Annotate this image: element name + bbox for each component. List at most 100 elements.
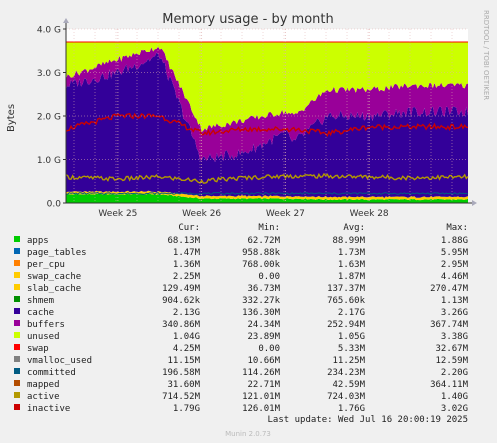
legend-max-value: 3.26G (441, 308, 468, 318)
legend-avg-value: 252.94M (327, 320, 366, 330)
line-inactive (65, 112, 469, 137)
legend-min-value: 958.88k (242, 248, 281, 258)
legend-max-value: 1.88G (441, 236, 468, 246)
legend-cur-value: 196.58M (162, 368, 201, 378)
last-update: Last update: Wed Jul 16 20:00:19 2025 (268, 415, 468, 425)
legend-cur-value: 1.79G (173, 404, 200, 414)
line-active (65, 172, 469, 184)
legend-max-value: 1.13M (441, 296, 469, 306)
y-tick-label: 1.0 G (37, 156, 61, 166)
legend-avg-value: 1.05G (338, 332, 365, 342)
legend-avg-value: 1.73M (338, 248, 366, 258)
legend-cur-value: 714.52M (162, 392, 201, 402)
legend-swatch-page-tables (14, 248, 20, 254)
legend-swatch-active (14, 392, 20, 398)
legend-name-unused: unused (27, 332, 60, 342)
legend-col-header: Avg: (343, 223, 365, 233)
legend-name-mapped: mapped (27, 380, 60, 390)
legend-name-slab-cache: slab_cache (27, 284, 81, 294)
line-committed (66, 191, 469, 195)
legend-cur-value: 31.60M (167, 380, 200, 390)
legend: Cur: Min: Avg: Max: apps 68.13M 62.72M 88.99M 1.… (14, 223, 469, 414)
legend-min-value: 22.71M (247, 380, 280, 390)
legend-name-shmem: shmem (27, 296, 54, 306)
legend-swatch-shmem (14, 296, 20, 302)
legend-cur-value: 11.15M (167, 356, 200, 366)
legend-name-active: active (27, 392, 60, 402)
legend-min-value: 0.00 (258, 272, 280, 282)
legend-max-value: 3.02G (441, 404, 468, 414)
y-tick-label: 3.0 G (37, 69, 61, 79)
side-label: RRDTOOL / TOBI OETIKER (482, 10, 490, 100)
munin-version: Munin 2.0.73 (225, 430, 271, 438)
legend-swatch-swap (14, 344, 20, 350)
y-axis-arrow-icon (63, 18, 69, 23)
legend-min-value: 0.00 (258, 344, 280, 354)
legend-avg-value: 1.87M (338, 272, 366, 282)
area-buffers (66, 46, 468, 163)
y-tick-label: 4.0 G (37, 26, 61, 36)
legend-name-inactive: inactive (27, 404, 70, 414)
legend-col-header: Min: (258, 223, 280, 233)
legend-cur-value: 2.13G (173, 308, 200, 318)
legend-swatch-unused (14, 332, 20, 338)
legend-name-apps: apps (27, 236, 49, 246)
legend-avg-value: 5.33M (338, 344, 366, 354)
legend-avg-value: 137.37M (327, 284, 366, 294)
y-axis-label: Bytes (6, 104, 17, 132)
legend-max-value: 270.47M (430, 284, 469, 294)
legend-min-value: 24.34M (247, 320, 280, 330)
y-tick-label: 0.0 (47, 200, 62, 210)
legend-name-swap-cache: swap_cache (27, 272, 81, 282)
x-axis-arrow-icon (472, 200, 477, 206)
area-cache (66, 52, 468, 198)
legend-name-per-cpu: per_cpu (27, 260, 65, 270)
legend-min-value: 114.26M (242, 368, 281, 378)
x-tick-label: Week 25 (98, 209, 137, 219)
legend-name-vmalloc-used: vmalloc_used (27, 356, 92, 366)
legend-min-value: 62.72M (247, 236, 280, 246)
legend-avg-value: 88.99M (332, 236, 365, 246)
legend-avg-value: 11.25M (332, 356, 365, 366)
legend-swatch-buffers (14, 320, 20, 326)
legend-max-value: 2.95M (441, 260, 469, 270)
legend-cur-value: 340.86M (162, 320, 201, 330)
grid (66, 28, 468, 204)
legend-cur-value: 1.36M (173, 260, 201, 270)
legend-swatch-apps (14, 236, 20, 242)
legend-cur-value: 1.47M (173, 248, 201, 258)
legend-max-value: 32.67M (435, 344, 468, 354)
x-tick-label: Week 26 (182, 209, 221, 219)
legend-col-header: Max: (446, 223, 468, 233)
legend-max-value: 367.74M (430, 320, 469, 330)
legend-name-swap: swap (27, 344, 49, 354)
legend-avg-value: 234.23M (327, 368, 366, 378)
x-tick-label: Week 28 (350, 209, 389, 219)
legend-min-value: 10.66M (247, 356, 280, 366)
legend-name-cache: cache (27, 308, 54, 318)
legend-swatch-vmalloc-used (14, 356, 20, 362)
x-tick-label: Week 27 (266, 209, 305, 219)
axes: 0.0 1.0 G 2.0 G 3.0 G 4.0 G Week 25 Week 26 Wee… (37, 18, 477, 219)
legend-name-committed: committed (27, 368, 76, 378)
legend-swatch-mapped (14, 380, 20, 386)
legend-min-value: 332.27k (242, 296, 281, 306)
legend-swatch-slab-cache (14, 284, 20, 290)
area-unused (66, 42, 468, 133)
legend-max-value: 4.46M (441, 272, 469, 282)
legend-col-header: Cur: (178, 223, 200, 233)
legend-name-page-tables: page_tables (27, 248, 87, 258)
legend-avg-value: 765.60k (327, 296, 366, 306)
legend-min-value: 36.73M (247, 284, 280, 294)
legend-avg-value: 724.03M (327, 392, 366, 402)
legend-swatch-committed (14, 368, 20, 374)
legend-cur-value: 904.62k (162, 296, 201, 306)
legend-max-value: 3.38G (441, 332, 468, 342)
legend-avg-value: 1.63M (338, 260, 366, 270)
y-tick-label: 2.0 G (37, 113, 61, 123)
legend-cur-value: 4.25M (173, 344, 201, 354)
legend-max-value: 5.95M (441, 248, 469, 258)
legend-max-value: 2.20G (441, 368, 468, 378)
legend-min-value: 768.00k (242, 260, 281, 270)
